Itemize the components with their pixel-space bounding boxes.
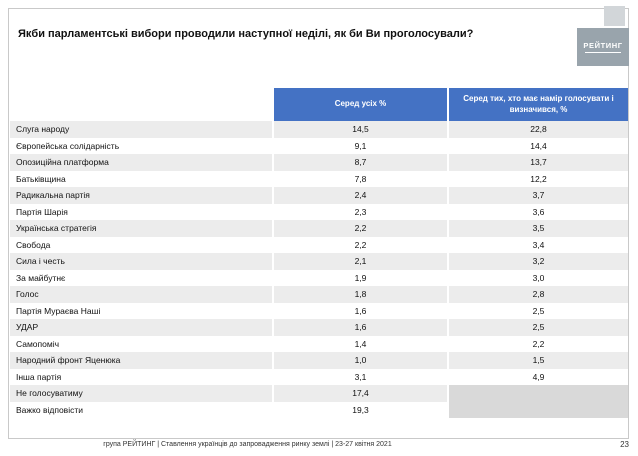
table-row: Батьківщина 7,8 12,2 [10,170,628,187]
rating-logo-text: РЕЙТИНГ [583,41,623,50]
value-among-all: 8,7 [274,154,447,171]
value-among-decided: 22,8 [449,121,628,138]
value-among-all: 1,6 [274,302,447,319]
value-among-decided: 3,7 [449,187,628,204]
table-row: Самопоміч 1,4 2,2 [10,335,628,352]
party-name: УДАР [10,319,272,336]
value-among-all: 1,9 [274,269,447,286]
table-row: За майбутнє 1,9 3,0 [10,269,628,286]
party-name: Сила і честь [10,253,272,270]
value-among-decided: 14,4 [449,137,628,154]
value-among-decided: 3,0 [449,269,628,286]
table-body: Слуга народу 14,5 22,8 Європейська солідарн… [10,121,628,418]
value-among-decided: 3,4 [449,236,628,253]
value-among-all: 1,6 [274,319,447,336]
table-row: Не голосуватиму 17,4 [10,385,628,402]
party-name: Голос [10,286,272,303]
value-among-decided: 4,9 [449,368,628,385]
corner-decoration [604,6,625,26]
party-name: Партія Шарія [10,203,272,220]
header-party-blank [10,88,272,121]
value-among-all: 2,2 [274,236,447,253]
value-among-all: 2,4 [274,187,447,204]
value-among-all: 3,1 [274,368,447,385]
value-among-decided: 2,5 [449,302,628,319]
party-name: Самопоміч [10,335,272,352]
party-name: Партія Мураєва Наші [10,302,272,319]
value-among-decided: 3,6 [449,203,628,220]
table-row: Українська стратегія 2,2 3,5 [10,220,628,237]
party-name: Інша партія [10,368,272,385]
value-among-decided: 13,7 [449,154,628,171]
value-among-decided: 12,2 [449,170,628,187]
table-row: Опозиційна платформа 8,7 13,7 [10,154,628,171]
party-name: Свобода [10,236,272,253]
value-among-all: 7,8 [274,170,447,187]
slide-border [8,8,629,439]
table-row: УДАР 1,6 2,5 [10,319,628,336]
value-among-decided: 2,2 [449,335,628,352]
table-row: Інша партія 3,1 4,9 [10,368,628,385]
table-row: Європейська солідарність 9,1 14,4 [10,137,628,154]
value-among-decided: 3,2 [449,253,628,270]
party-name: Важко відповісти [10,401,272,418]
table-row: Голос 1,8 2,8 [10,286,628,303]
value-among-all: 19,3 [274,401,447,418]
page-number: 23 [620,440,629,449]
value-among-all: 17,4 [274,385,447,402]
value-among-all: 1,4 [274,335,447,352]
party-name: Європейська солідарність [10,137,272,154]
value-among-decided [449,401,628,418]
header-among-decided: Серед тих, хто має намір голосувати і ви… [449,88,628,121]
footer-caption: група РЕЙТИНГ | Ставлення українців до з… [103,441,392,448]
value-among-all: 1,8 [274,286,447,303]
value-among-all: 2,1 [274,253,447,270]
table-row: Партія Шарія 2,3 3,6 [10,203,628,220]
table-row: Народний фронт Яценюка 1,0 1,5 [10,352,628,369]
value-among-decided: 1,5 [449,352,628,369]
value-among-all: 9,1 [274,137,447,154]
party-name: Українська стратегія [10,220,272,237]
page-title: Якби парламентські вибори проводили наст… [18,28,474,40]
party-name: Слуга народу [10,121,272,138]
table-row: Слуга народу 14,5 22,8 [10,121,628,138]
table-header-row: Серед усіх % Серед тих, хто має намір го… [10,88,628,121]
party-name: Батьківщина [10,170,272,187]
party-name: За майбутнє [10,269,272,286]
results-table: Серед усіх % Серед тих, хто має намір го… [10,88,628,418]
value-among-decided [449,385,628,402]
value-among-decided: 3,5 [449,220,628,237]
table-row: Партія Мураєва Наші 1,6 2,5 [10,302,628,319]
party-name: Опозиційна платформа [10,154,272,171]
value-among-decided: 2,5 [449,319,628,336]
value-among-all: 1,0 [274,352,447,369]
table-row: Сила і честь 2,1 3,2 [10,253,628,270]
table-row: Свобода 2,2 3,4 [10,236,628,253]
value-among-decided: 2,8 [449,286,628,303]
table-row: Радикальна партія 2,4 3,7 [10,187,628,204]
rating-logo-underline [585,52,621,53]
value-among-all: 2,3 [274,203,447,220]
value-among-all: 14,5 [274,121,447,138]
party-name: Радикальна партія [10,187,272,204]
header-among-all: Серед усіх % [274,88,447,121]
party-name: Народний фронт Яценюка [10,352,272,369]
rating-logo: РЕЙТИНГ [577,28,629,66]
party-name: Не голосуватиму [10,385,272,402]
value-among-all: 2,2 [274,220,447,237]
table-row: Важко відповісти 19,3 [10,401,628,418]
